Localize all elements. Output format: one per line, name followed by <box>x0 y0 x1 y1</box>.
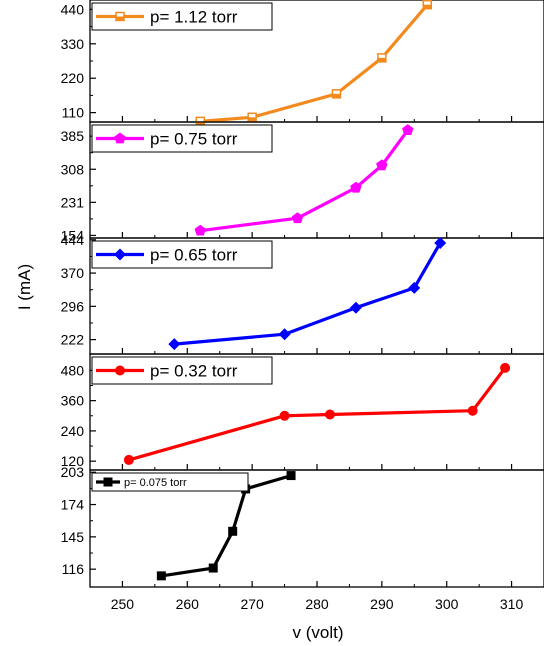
y-tick-label: 222 <box>61 332 85 348</box>
data-point <box>208 563 218 573</box>
panel-5: 116 145 174 203 p= 0.075 torr <box>61 464 544 588</box>
chart-panels: 110 220 330 440 p= 1.12 torr 154 231 308 385 p= 0… <box>61 0 544 588</box>
y-tick-label: 116 <box>62 561 85 577</box>
data-point-fill <box>423 4 432 9</box>
legend: p= 0.65 torr <box>91 240 273 269</box>
panel-3: 222 296 370 444 p= 0.65 torr <box>61 232 544 355</box>
x-tick-label: 310 <box>500 596 524 612</box>
data-point <box>324 409 335 420</box>
legend-marker <box>114 132 126 144</box>
data-point <box>500 362 511 373</box>
data-point <box>291 212 304 224</box>
y-tick-label: 480 <box>61 362 85 378</box>
data-point <box>279 410 290 421</box>
y-tick-label: 308 <box>61 161 85 177</box>
legend-label: p= 1.12 torr <box>150 8 238 27</box>
data-point <box>286 471 296 481</box>
legend: p= 1.12 torr <box>91 2 273 31</box>
y-tick-label: 330 <box>61 36 85 52</box>
y-tick-label: 120 <box>61 453 85 469</box>
data-point <box>331 89 342 99</box>
y-tick-label: 296 <box>61 298 85 314</box>
y-tick-label: 110 <box>62 105 85 121</box>
data-point-fill <box>248 117 257 122</box>
data-point <box>467 405 478 416</box>
data-point <box>349 301 362 314</box>
legend-marker <box>115 365 125 376</box>
y-tick-label: 154 <box>61 227 85 243</box>
panel-2: 154 231 308 385 p= 0.75 torr <box>61 121 544 243</box>
panel-1: 110 220 330 440 p= 1.12 torr <box>61 0 544 127</box>
x-tick-label: 250 <box>111 596 135 612</box>
data-point-fill <box>377 57 386 62</box>
legend-marker-fill <box>116 16 124 21</box>
y-tick-label: 370 <box>61 265 85 281</box>
legend-box <box>91 472 249 492</box>
data-point <box>228 526 238 536</box>
y-tick-label: 240 <box>61 423 85 439</box>
x-axis-title: v (volt) <box>293 623 344 642</box>
y-tick-label: 220 <box>61 70 85 86</box>
y-tick-label: 203 <box>61 464 85 480</box>
y-tick-label: 385 <box>61 128 85 144</box>
data-point <box>194 224 206 236</box>
legend-label: p= 0.075 torr <box>124 477 187 489</box>
legend-marker <box>103 477 113 487</box>
y-tick-label: 145 <box>61 529 85 545</box>
y-tick-label: 444 <box>61 232 85 248</box>
legend: p= 0.32 torr <box>91 356 273 385</box>
x-tick-label: 280 <box>305 596 329 612</box>
legend-label: p= 0.65 torr <box>150 246 238 265</box>
x-tick-label: 300 <box>435 596 459 612</box>
y-axis-title: I (mA) <box>15 264 34 310</box>
data-point <box>402 124 414 136</box>
legend-marker <box>115 11 125 22</box>
data-point <box>168 338 181 351</box>
legend: p= 0.75 torr <box>91 124 273 153</box>
x-tick-label: 290 <box>370 596 394 612</box>
data-point <box>123 454 134 465</box>
legend-label: p= 0.32 torr <box>150 362 238 381</box>
y-tick-label: 360 <box>61 393 85 409</box>
legend-label: p= 0.75 torr <box>150 130 238 149</box>
y-tick-label: 440 <box>61 1 85 17</box>
panel-4: 120 240 360 480 p= 0.32 torr <box>61 353 544 471</box>
data-point <box>376 159 388 171</box>
data-point <box>247 112 257 123</box>
y-tick-label: 231 <box>61 194 85 210</box>
data-point <box>434 236 447 249</box>
data-point <box>408 281 421 294</box>
data-point <box>350 181 362 193</box>
data-point-fill <box>196 121 205 126</box>
data-point <box>377 53 387 63</box>
legend: p= 0.075 torr <box>91 472 249 492</box>
legend-marker <box>114 248 126 261</box>
x-tick-label: 260 <box>176 596 200 612</box>
data-point-fill <box>332 93 341 98</box>
data-point <box>156 571 166 581</box>
y-tick-label: 174 <box>61 497 85 513</box>
data-point <box>278 328 291 341</box>
x-tick-label: 270 <box>240 596 264 612</box>
x-axis: 250 260 270 280 290 300 310 <box>111 596 524 612</box>
data-point <box>422 0 433 10</box>
